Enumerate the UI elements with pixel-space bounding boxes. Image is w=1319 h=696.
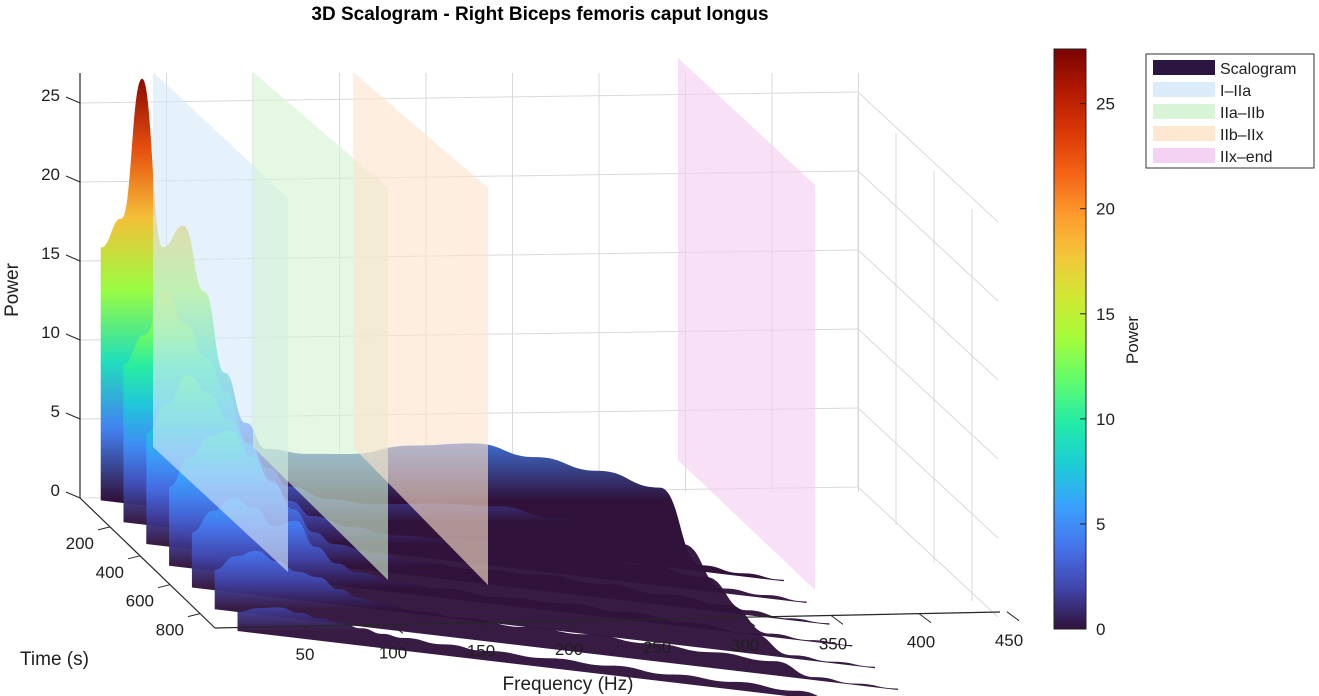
legend-label: IIx–end bbox=[1220, 149, 1272, 166]
z-tick-mark bbox=[65, 175, 81, 183]
z-axis-label: Power bbox=[2, 262, 23, 317]
colorbar-tick-label: 10 bbox=[1096, 410, 1115, 429]
z-tick-label: 0 bbox=[51, 481, 60, 500]
x-tick-labels: 50 100 150 200 250 300 350 400 450 bbox=[296, 611, 1023, 664]
z-tick-label: 25 bbox=[41, 86, 60, 105]
legend-label: I–IIa bbox=[1220, 83, 1251, 100]
legend-label: IIa–IIb bbox=[1220, 105, 1265, 122]
legend-label: Scalogram bbox=[1220, 61, 1296, 78]
x-tick-label: 150 bbox=[467, 642, 495, 661]
y-tick-label: 800 bbox=[156, 621, 184, 640]
x-axis-label: Frequency (Hz) bbox=[503, 674, 634, 695]
x-tick-mark bbox=[390, 624, 404, 634]
legend: Scalogram I–IIa IIa–IIb IIb–IIx IIx–end bbox=[1145, 53, 1315, 169]
z-tick-label: 15 bbox=[41, 244, 60, 263]
x-tick-label: 200 bbox=[555, 640, 583, 659]
y-axis-line bbox=[79, 497, 216, 629]
colorbar-tick-label: 15 bbox=[1096, 305, 1115, 324]
colorbar-tick-label: 0 bbox=[1096, 620, 1105, 639]
surface-ridge bbox=[214, 550, 898, 690]
x-axis-line bbox=[214, 611, 1001, 629]
x-tick-label: 300 bbox=[731, 636, 759, 655]
colorbar-gradient bbox=[1053, 48, 1087, 630]
z-tick-mark bbox=[65, 412, 81, 420]
x-tick-mark bbox=[830, 615, 844, 625]
x-tick-mark bbox=[1006, 611, 1020, 622]
y-tick-label: 400 bbox=[96, 563, 124, 582]
legend-swatch bbox=[1153, 82, 1215, 97]
x-tick-label: 50 bbox=[296, 645, 315, 664]
surface-ridge bbox=[237, 607, 818, 696]
z-tick-label: 10 bbox=[41, 323, 60, 342]
grid-line-zside-4 bbox=[857, 170, 999, 302]
y-tick-mark bbox=[127, 555, 141, 560]
x-tick-label: 450 bbox=[995, 631, 1023, 650]
x-tick-label: 250 bbox=[643, 638, 671, 657]
colorbar-label: Power bbox=[1123, 316, 1142, 365]
x-tick-mark bbox=[478, 622, 492, 632]
legend-swatch bbox=[1153, 60, 1215, 75]
x-tick-label: 400 bbox=[907, 633, 935, 652]
x-tick-mark bbox=[742, 616, 756, 627]
x-tick-mark bbox=[654, 618, 668, 629]
y-tick-label: 600 bbox=[126, 592, 154, 611]
legend-swatch bbox=[1153, 104, 1215, 119]
z-tick-mark bbox=[65, 333, 81, 341]
y-tick-mark bbox=[97, 526, 111, 531]
surface-ridge bbox=[191, 497, 875, 669]
x-tick-label: 100 bbox=[379, 643, 407, 662]
band-plane bbox=[353, 72, 488, 585]
x-tick-mark bbox=[302, 625, 316, 636]
colorbar-ticks: 0 5 10 15 20 25 bbox=[1080, 95, 1115, 639]
y-tick-mark bbox=[157, 584, 171, 589]
legend-swatch bbox=[1153, 148, 1215, 163]
x-tick-label: 350 bbox=[819, 634, 847, 653]
y-axis-label: Time (s) bbox=[20, 649, 89, 670]
grid-line-zside-5 bbox=[857, 91, 999, 223]
y-tick-mark bbox=[187, 613, 201, 618]
z-tick-label: 5 bbox=[51, 402, 60, 421]
z-tick-labels: 0 5 10 15 20 25 bbox=[41, 86, 81, 500]
colorbar-tick-label: 5 bbox=[1096, 515, 1105, 534]
x-tick-mark bbox=[566, 620, 580, 631]
grid-line-zside-1 bbox=[857, 407, 999, 539]
colorbar-tick-label: 20 bbox=[1096, 200, 1115, 219]
z-tick-label: 20 bbox=[41, 165, 60, 184]
y-tick-label: 200 bbox=[66, 534, 94, 553]
x-tick-mark bbox=[918, 613, 932, 623]
band-plane bbox=[678, 58, 815, 590]
colorbar-tick-label: 25 bbox=[1096, 95, 1115, 114]
grid-line-zside-0 bbox=[857, 486, 999, 618]
z-tick-mark bbox=[65, 254, 81, 262]
band-layer bbox=[153, 58, 815, 590]
legend-label: IIb–IIx bbox=[1220, 127, 1264, 144]
grid-line-z-5 bbox=[79, 91, 859, 104]
z-tick-mark bbox=[65, 491, 81, 499]
axes-layer bbox=[79, 73, 1001, 629]
chart-title: 3D Scalogram - Right Biceps femoris capu… bbox=[311, 4, 768, 25]
legend-swatch bbox=[1153, 126, 1215, 141]
grid-line-zside-2 bbox=[857, 328, 999, 460]
z-tick-mark bbox=[65, 96, 81, 104]
grid-line-zside-3 bbox=[857, 249, 999, 381]
colorbar: 0 5 10 15 20 25 Power bbox=[1053, 48, 1142, 639]
